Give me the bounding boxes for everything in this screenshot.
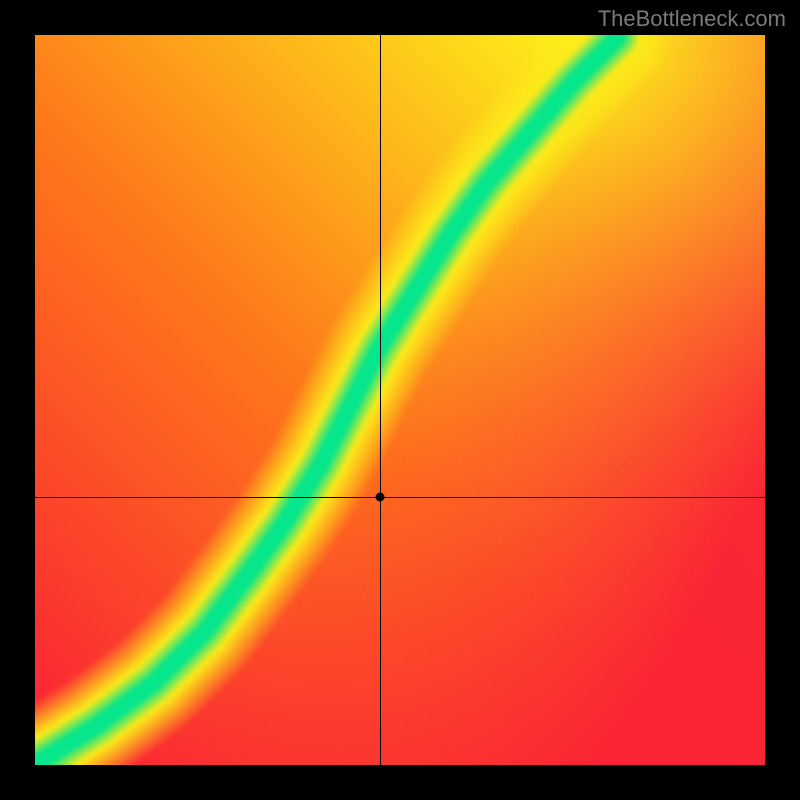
crosshair-marker (376, 493, 385, 502)
bottleneck-heatmap (35, 35, 765, 765)
crosshair-horizontal (35, 497, 765, 498)
crosshair-vertical (380, 35, 381, 765)
watermark-text: TheBottleneck.com (598, 6, 786, 32)
chart-container: TheBottleneck.com (0, 0, 800, 800)
